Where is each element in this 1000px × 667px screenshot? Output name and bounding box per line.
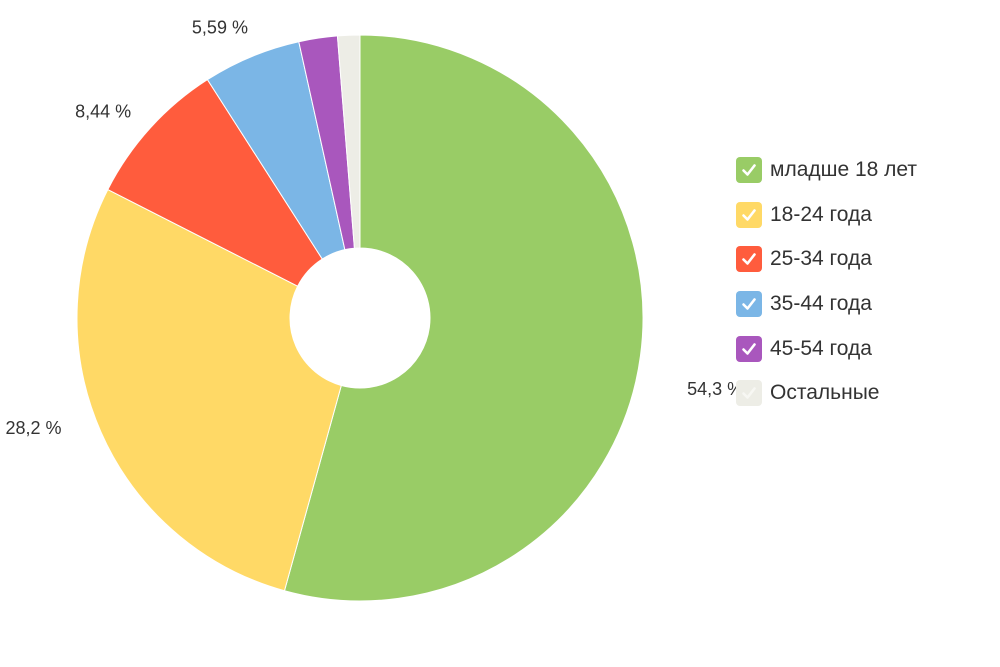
legend-label: 45-54 года: [770, 336, 872, 360]
chart-legend: младше 18 лет 18-24 года 25-34 года 35-44 г…: [736, 148, 917, 416]
slice-25-34-года[interactable]: [107, 78, 323, 287]
legend-checkbox-icon[interactable]: [736, 201, 762, 228]
legend-item-35-44-года[interactable]: 35-44 года: [736, 282, 917, 327]
legend-item-25-34-года[interactable]: 25-34 года: [736, 237, 917, 282]
legend-item-остальные[interactable]: Остальные: [736, 371, 917, 416]
legend-item-18-24-года[interactable]: 18-24 года: [736, 193, 917, 238]
slice-остальные[interactable]: [336, 34, 361, 249]
legend-item-младше-18-лет[interactable]: младше 18 лет: [736, 148, 917, 193]
legend-checkbox-icon[interactable]: [736, 380, 762, 407]
value-label-35-44-года: 5,59 %: [192, 18, 248, 38]
slice-18-24-года[interactable]: [76, 188, 342, 592]
legend-checkbox-icon[interactable]: [736, 157, 762, 184]
legend-label: младше 18 лет: [770, 158, 918, 182]
legend-checkbox-icon[interactable]: [736, 335, 762, 362]
legend-label: 18-24 года: [770, 202, 872, 226]
value-label-25-34-года: 8,44 %: [75, 102, 131, 122]
value-label-18-24-года: 28,2 %: [6, 418, 62, 438]
legend-label: Остальные: [770, 381, 880, 405]
legend-item-45-54-года[interactable]: 45-54 года: [736, 326, 917, 371]
slice-младше-18-лет[interactable]: [283, 34, 644, 602]
legend-checkbox-icon[interactable]: [736, 246, 762, 273]
value-label-младше-18-лет: 54,3 %: [687, 379, 743, 399]
legend-label: 35-44 года: [770, 292, 872, 316]
chart-slices: [76, 34, 644, 602]
chart-value-labels: 54,3 % 28,2 % 8,44 % 5,59 %: [6, 18, 744, 438]
legend-label: 25-34 года: [770, 247, 872, 271]
legend-checkbox-icon[interactable]: [736, 291, 762, 318]
